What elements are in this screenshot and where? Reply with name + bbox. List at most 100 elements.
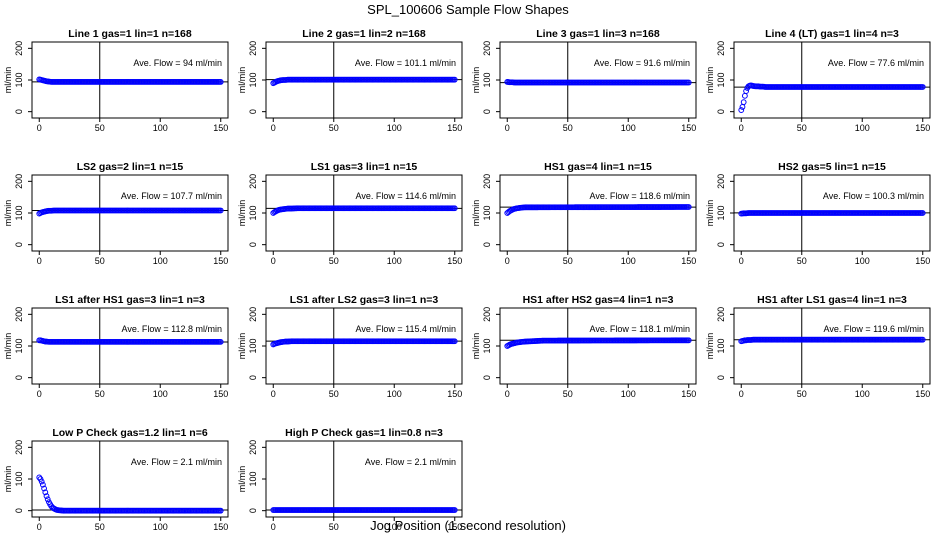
y-tick-label: 200 <box>716 174 726 189</box>
x-tick-label: 150 <box>213 389 228 399</box>
y-tick-label: 100 <box>716 338 726 353</box>
x-tick-label: 0 <box>739 389 744 399</box>
series-points <box>504 337 692 349</box>
y-tick-label: 200 <box>14 440 24 455</box>
data-point <box>451 76 458 83</box>
series-points <box>36 474 224 514</box>
panel-title: High P Check gas=1 lin=0.8 n=3 <box>285 427 443 439</box>
x-tick-label: 50 <box>95 389 105 399</box>
avg-flow-annotation: Ave. Flow = 2.1 ml/min <box>131 457 222 467</box>
x-tick-label: 50 <box>329 389 339 399</box>
x-tick-label: 0 <box>37 123 42 133</box>
x-tick-label: 0 <box>505 256 510 266</box>
panel-3: Line 3 gas=1 lin=3 n=168 ml/min 0 50 100 150 0… <box>471 28 697 133</box>
x-tick-label: 100 <box>387 522 402 532</box>
avg-flow-annotation: Ave. Flow = 114.6 ml/min <box>356 191 456 201</box>
panel-title: HS1 gas=4 lin=1 n=15 <box>544 161 652 173</box>
y-axis-label: ml/min <box>3 333 13 360</box>
panel-frame <box>265 307 463 385</box>
x-tick-label: 50 <box>797 256 807 266</box>
y-tick-label: 0 <box>482 375 492 380</box>
x-tick-label: 50 <box>329 123 339 133</box>
y-axis-label: ml/min <box>237 333 247 360</box>
avg-flow-annotation: Ave. Flow = 2.1 ml/min <box>365 457 456 467</box>
y-tick-label: 0 <box>716 242 726 247</box>
series-points <box>738 336 926 345</box>
x-tick-label: 150 <box>447 256 462 266</box>
y-tick-label: 100 <box>482 338 492 353</box>
panel-frame <box>31 440 229 518</box>
series-points <box>270 205 458 216</box>
y-tick-label: 200 <box>14 41 24 56</box>
series-points <box>36 207 224 217</box>
avg-flow-annotation: Ave. Flow = 101.1 ml/min <box>355 58 456 68</box>
panel-title: HS1 after LS1 gas=4 lin=1 n=3 <box>757 294 907 306</box>
x-tick-label: 0 <box>271 389 276 399</box>
panel-frame <box>499 307 697 385</box>
x-tick-label: 0 <box>37 256 42 266</box>
data-point <box>217 507 224 514</box>
y-tick-label: 100 <box>14 205 24 220</box>
data-point <box>741 92 748 99</box>
y-tick-label: 100 <box>14 72 24 87</box>
x-tick-label: 50 <box>563 389 573 399</box>
series-points <box>738 210 926 217</box>
y-tick-label: 200 <box>248 307 258 322</box>
y-tick-label: 100 <box>14 471 24 486</box>
y-tick-label: 0 <box>482 242 492 247</box>
x-tick-label: 100 <box>153 123 168 133</box>
data-point <box>217 79 224 85</box>
y-tick-label: 200 <box>14 307 24 322</box>
avg-flow-annotation: Ave. Flow = 115.4 ml/min <box>356 324 456 334</box>
y-tick-label: 0 <box>14 508 24 513</box>
panel-title: LS1 gas=3 lin=1 n=15 <box>311 161 418 173</box>
avg-flow-annotation: Ave. Flow = 119.6 ml/min <box>824 324 924 334</box>
y-tick-label: 0 <box>14 242 24 247</box>
figure-title: SPL_100606 Sample Flow Shapes <box>367 2 569 17</box>
x-tick-label: 150 <box>447 123 462 133</box>
data-point <box>919 84 926 90</box>
data-point <box>39 481 46 488</box>
data-point <box>740 99 747 106</box>
x-tick-label: 50 <box>329 522 339 532</box>
x-tick-label: 100 <box>621 256 636 266</box>
y-tick-label: 100 <box>248 205 258 220</box>
x-tick-label: 50 <box>563 256 573 266</box>
y-axis-label: ml/min <box>471 333 481 360</box>
x-tick-label: 100 <box>387 123 402 133</box>
x-tick-label: 0 <box>505 123 510 133</box>
panel-frame <box>733 307 931 385</box>
panel-frame <box>733 41 931 119</box>
x-tick-label: 150 <box>447 389 462 399</box>
y-tick-label: 0 <box>716 109 726 114</box>
data-point <box>42 489 49 496</box>
x-tick-label: 100 <box>153 256 168 266</box>
y-tick-label: 200 <box>482 174 492 189</box>
y-tick-label: 200 <box>248 174 258 189</box>
series-points <box>270 338 458 348</box>
panel-title: HS2 gas=5 lin=1 n=15 <box>778 161 886 173</box>
x-tick-label: 0 <box>271 256 276 266</box>
y-tick-label: 0 <box>248 375 258 380</box>
x-tick-label: 150 <box>213 256 228 266</box>
x-tick-label: 0 <box>37 522 42 532</box>
data-point <box>217 338 224 345</box>
panel-title: LS2 gas=2 lin=1 n=15 <box>77 161 184 173</box>
x-tick-label: 50 <box>563 123 573 133</box>
y-tick-label: 0 <box>248 242 258 247</box>
avg-flow-annotation: Ave. Flow = 100.3 ml/min <box>823 191 924 201</box>
y-axis-label: ml/min <box>3 67 13 94</box>
data-point <box>685 204 692 210</box>
avg-flow-annotation: Ave. Flow = 107.7 ml/min <box>121 191 222 201</box>
x-tick-label: 50 <box>797 123 807 133</box>
panel-title: HS1 after HS2 gas=4 lin=1 n=3 <box>523 294 674 306</box>
x-tick-label: 150 <box>681 389 696 399</box>
y-tick-label: 0 <box>248 508 258 513</box>
panel-title: Line 4 (LT) gas=1 lin=4 n=3 <box>765 28 899 40</box>
y-axis-label: ml/min <box>3 200 13 227</box>
panel-title: Low P Check gas=1.2 lin=1 n=6 <box>52 427 207 439</box>
panel-6: LS1 gas=3 lin=1 n=15 ml/min 0 50 100 150 0 100 2… <box>237 161 463 266</box>
panel-frame <box>499 174 697 252</box>
y-tick-label: 200 <box>248 41 258 56</box>
